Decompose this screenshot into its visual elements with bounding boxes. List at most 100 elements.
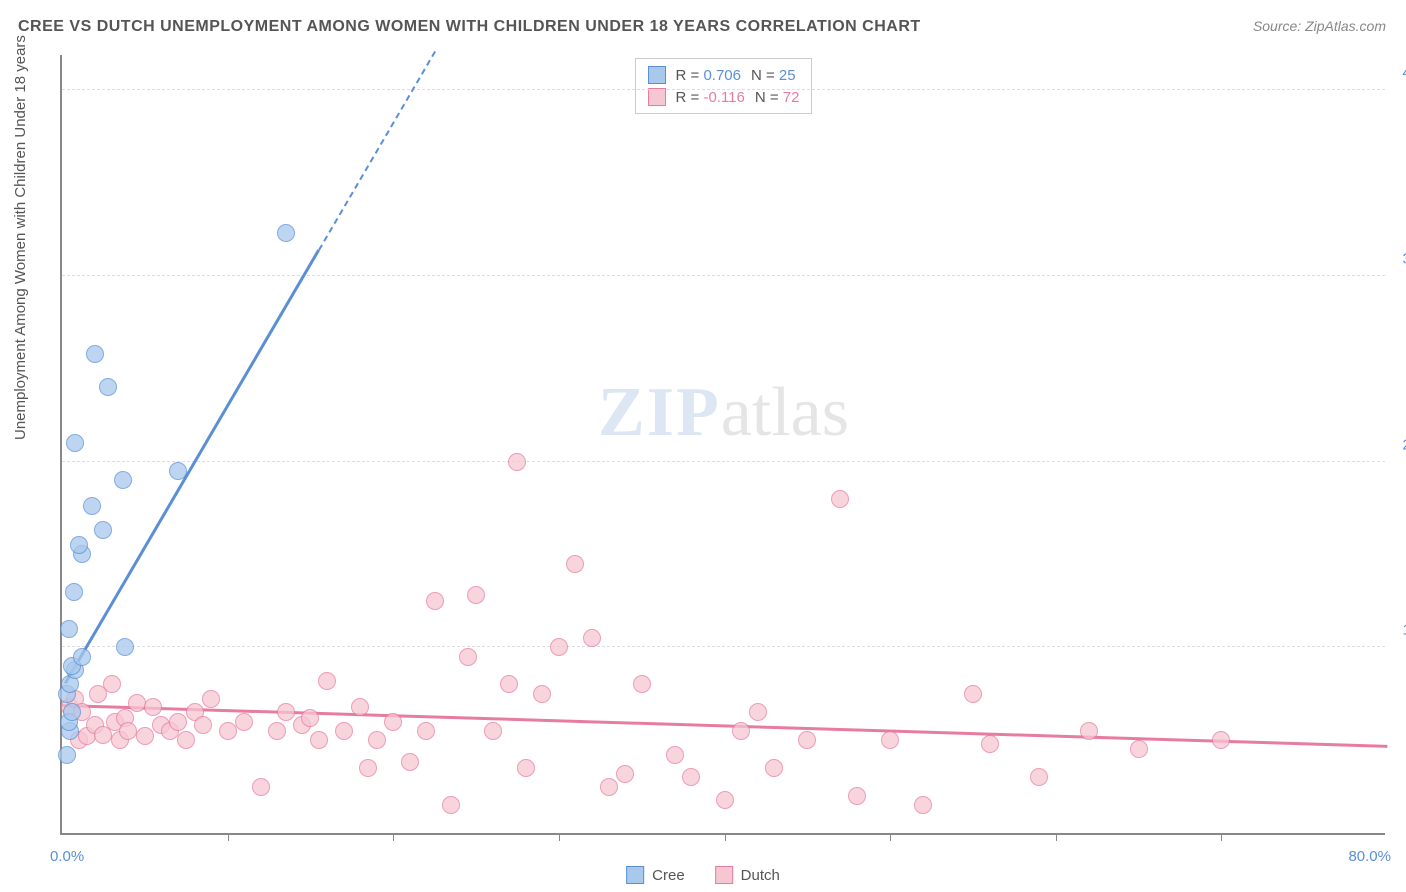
- y-tick-label: 40.0%: [1390, 65, 1406, 82]
- x-tick: [1056, 833, 1057, 841]
- x-tick: [1221, 833, 1222, 841]
- data-point: [848, 787, 866, 805]
- data-point: [749, 703, 767, 721]
- stats-row-cree: R = 0.706 N = 25: [648, 64, 800, 86]
- data-point: [116, 638, 134, 656]
- data-point: [1212, 731, 1230, 749]
- x-tick: [890, 833, 891, 841]
- data-point: [732, 722, 750, 740]
- stats-r-label: R = 0.706: [676, 67, 741, 84]
- data-point: [63, 703, 81, 721]
- x-axis-min-label: 0.0%: [50, 848, 84, 865]
- data-point: [583, 629, 601, 647]
- data-point: [500, 675, 518, 693]
- data-point: [66, 434, 84, 452]
- data-point: [119, 722, 137, 740]
- data-point: [467, 586, 485, 604]
- data-point: [417, 722, 435, 740]
- stats-n-label: N = 72: [755, 89, 800, 106]
- data-point: [235, 713, 253, 731]
- data-point: [136, 727, 154, 745]
- swatch-cree: [648, 66, 666, 84]
- data-point: [964, 685, 982, 703]
- legend-label-dutch: Dutch: [741, 867, 780, 884]
- data-point: [103, 675, 121, 693]
- data-point: [508, 453, 526, 471]
- data-point: [682, 768, 700, 786]
- data-point: [914, 796, 932, 814]
- y-axis-label: Unemployment Among Women with Children U…: [12, 35, 29, 440]
- data-point: [616, 765, 634, 783]
- data-point: [716, 791, 734, 809]
- data-point: [335, 722, 353, 740]
- trend-line: [318, 52, 436, 251]
- data-point: [798, 731, 816, 749]
- data-point: [484, 722, 502, 740]
- gridline: [62, 89, 1385, 90]
- data-point: [666, 746, 684, 764]
- data-point: [550, 638, 568, 656]
- legend-swatch-cree: [626, 866, 644, 884]
- data-point: [58, 746, 76, 764]
- data-point: [600, 778, 618, 796]
- data-point: [114, 471, 132, 489]
- x-tick: [725, 833, 726, 841]
- data-point: [881, 731, 899, 749]
- data-point: [831, 490, 849, 508]
- data-point: [83, 497, 101, 515]
- stats-n-value-cree: 25: [779, 67, 796, 84]
- data-point: [70, 536, 88, 554]
- data-point: [368, 731, 386, 749]
- data-point: [60, 620, 78, 638]
- data-point: [65, 583, 83, 601]
- data-point: [310, 731, 328, 749]
- data-point: [442, 796, 460, 814]
- data-point: [268, 722, 286, 740]
- data-point: [633, 675, 651, 693]
- data-point: [99, 378, 117, 396]
- x-tick: [559, 833, 560, 841]
- y-tick-label: 10.0%: [1390, 622, 1406, 639]
- data-point: [202, 690, 220, 708]
- data-point: [426, 592, 444, 610]
- data-point: [169, 462, 187, 480]
- data-point: [94, 521, 112, 539]
- data-point: [128, 694, 146, 712]
- legend-swatch-dutch: [715, 866, 733, 884]
- legend-item-dutch: Dutch: [715, 866, 780, 884]
- data-point: [1030, 768, 1048, 786]
- watermark-left: ZIP: [598, 374, 721, 451]
- data-point: [517, 759, 535, 777]
- data-point: [277, 703, 295, 721]
- data-point: [194, 716, 212, 734]
- data-point: [981, 735, 999, 753]
- stats-r-label: R = -0.116: [676, 89, 745, 106]
- stats-r-value-dutch: -0.116: [703, 89, 744, 106]
- stats-n-label: N = 25: [751, 67, 796, 84]
- data-point: [144, 698, 162, 716]
- data-point: [318, 672, 336, 690]
- watermark: ZIPatlas: [598, 373, 849, 453]
- chart-title: CREE VS DUTCH UNEMPLOYMENT AMONG WOMEN W…: [18, 18, 921, 36]
- data-point: [73, 648, 91, 666]
- data-point: [384, 713, 402, 731]
- gridline: [62, 275, 1385, 276]
- scatter-plot-area: ZIPatlas R = 0.706 N = 25 R = -0.116 N =…: [60, 55, 1385, 835]
- source-attribution: Source: ZipAtlas.com: [1253, 18, 1386, 34]
- watermark-right: atlas: [721, 374, 849, 451]
- x-axis-max-label: 80.0%: [1348, 848, 1391, 865]
- data-point: [533, 685, 551, 703]
- data-point: [566, 555, 584, 573]
- trend-line: [62, 704, 1387, 747]
- stats-n-value-dutch: 72: [783, 89, 800, 106]
- data-point: [401, 753, 419, 771]
- data-point: [177, 731, 195, 749]
- gridline: [62, 646, 1385, 647]
- data-point: [459, 648, 477, 666]
- legend-label-cree: Cree: [652, 867, 685, 884]
- legend-item-cree: Cree: [626, 866, 685, 884]
- trend-line: [64, 249, 320, 683]
- swatch-dutch: [648, 88, 666, 106]
- data-point: [1130, 740, 1148, 758]
- data-point: [359, 759, 377, 777]
